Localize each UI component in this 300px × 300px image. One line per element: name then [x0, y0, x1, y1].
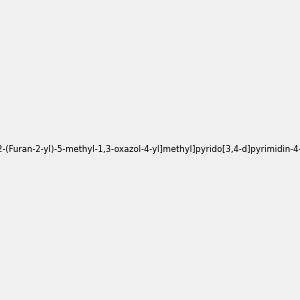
Text: 3-[[2-(Furan-2-yl)-5-methyl-1,3-oxazol-4-yl]methyl]pyrido[3,4-d]pyrimidin-4-one: 3-[[2-(Furan-2-yl)-5-methyl-1,3-oxazol-4… [0, 146, 300, 154]
